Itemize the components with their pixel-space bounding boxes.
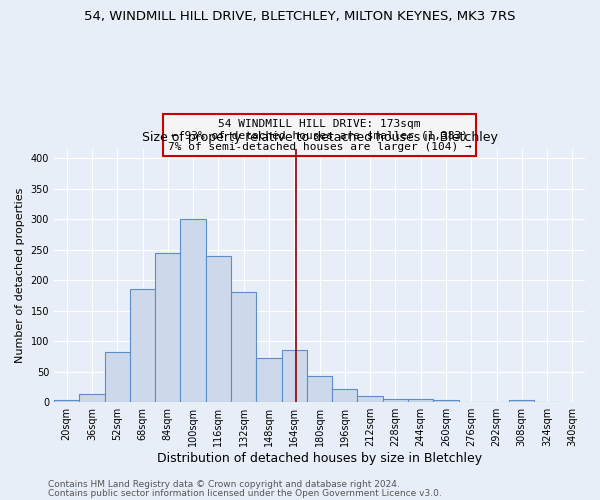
Y-axis label: Number of detached properties: Number of detached properties [15, 188, 25, 364]
Bar [155, 253, 181, 402]
Bar [181, 220, 206, 402]
Bar [408, 399, 433, 402]
Bar [231, 292, 256, 402]
Bar [206, 256, 231, 402]
Bar [509, 400, 535, 402]
Title: Size of property relative to detached houses in Bletchley: Size of property relative to detached ho… [142, 131, 497, 144]
Bar [281, 350, 307, 402]
Bar [358, 396, 383, 402]
X-axis label: Distribution of detached houses by size in Bletchley: Distribution of detached houses by size … [157, 452, 482, 465]
Text: 54 WINDMILL HILL DRIVE: 173sqm
← 93% of detached houses are smaller (1,383)
7% o: 54 WINDMILL HILL DRIVE: 173sqm ← 93% of … [167, 119, 472, 152]
Bar [332, 389, 358, 402]
Bar [256, 358, 281, 402]
Bar [130, 290, 155, 402]
Bar [104, 352, 130, 402]
Bar [54, 400, 79, 402]
Text: Contains HM Land Registry data © Crown copyright and database right 2024.: Contains HM Land Registry data © Crown c… [48, 480, 400, 489]
Text: 54, WINDMILL HILL DRIVE, BLETCHLEY, MILTON KEYNES, MK3 7RS: 54, WINDMILL HILL DRIVE, BLETCHLEY, MILT… [84, 10, 516, 23]
Text: Contains public sector information licensed under the Open Government Licence v3: Contains public sector information licen… [48, 488, 442, 498]
Bar [79, 394, 104, 402]
Bar [433, 400, 458, 402]
Bar [383, 399, 408, 402]
Bar [307, 376, 332, 402]
